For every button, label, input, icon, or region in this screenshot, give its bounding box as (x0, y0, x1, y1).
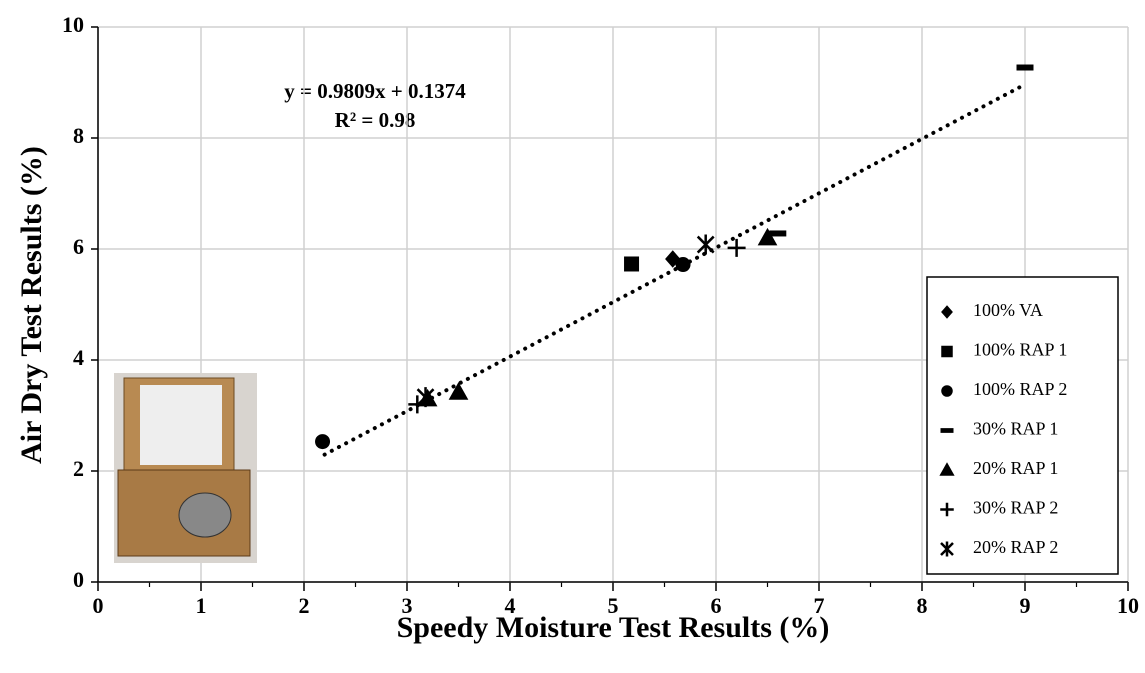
marker-circle (941, 385, 953, 397)
y-tick-label: 2 (73, 456, 84, 481)
marker-triangle (939, 462, 955, 476)
x-tick-label: 0 (93, 593, 104, 618)
marker-square (624, 256, 640, 272)
legend-label: 30% RAP 2 (973, 498, 1058, 518)
marker-dash (769, 230, 787, 237)
legend-label: 20% RAP 2 (973, 537, 1058, 557)
marker-dash (1016, 64, 1034, 71)
y-tick-label: 0 (73, 567, 84, 592)
x-tick-label: 7 (814, 593, 825, 618)
photo-inset (114, 373, 257, 563)
legend-label: 100% RAP 2 (973, 379, 1067, 399)
marker-diamond (941, 305, 953, 319)
marker-square (941, 345, 953, 358)
marker-star (696, 234, 715, 255)
marker-star (416, 387, 435, 408)
x-tick-label: 8 (917, 593, 928, 618)
device (178, 492, 232, 538)
y-tick-label: 10 (62, 12, 84, 37)
x-tick-label: 2 (299, 593, 310, 618)
x-axis-title: Speedy Moisture Test Results (%) (397, 611, 830, 644)
x-tick-label: 5 (608, 593, 619, 618)
legend-label: 20% RAP 1 (973, 458, 1058, 478)
marker-dash (940, 428, 954, 433)
lid-paper (140, 385, 222, 465)
trend-r2: R² = 0.98 (335, 108, 416, 132)
x-tick-label: 4 (505, 593, 516, 618)
legend-label: 100% RAP 1 (973, 340, 1067, 360)
marker-triangle (448, 382, 469, 400)
y-tick-label: 4 (73, 345, 84, 370)
legend-label: 30% RAP 1 (973, 419, 1058, 439)
x-tick-label: 6 (711, 593, 722, 618)
marker-plus (940, 502, 954, 517)
y-tick-label: 6 (73, 234, 84, 259)
y-tick-label: 8 (73, 123, 84, 148)
y-axis-title: Air Dry Test Results (%) (15, 146, 48, 464)
trendline (322, 82, 1027, 457)
legend-label: 100% VA (973, 300, 1043, 320)
marker-plus (727, 238, 746, 257)
x-tick-label: 3 (402, 593, 413, 618)
marker-star (940, 541, 954, 557)
legend-box (926, 276, 1119, 575)
x-tick-label: 1 (196, 593, 207, 618)
x-tick-label: 10 (1117, 593, 1139, 618)
x-tick-label: 9 (1020, 593, 1031, 618)
trend-equation: y = 0.9809x + 0.1374 (284, 79, 466, 103)
marker-circle (675, 257, 691, 273)
marker-triangle (757, 227, 778, 246)
marker-circle (315, 434, 331, 450)
